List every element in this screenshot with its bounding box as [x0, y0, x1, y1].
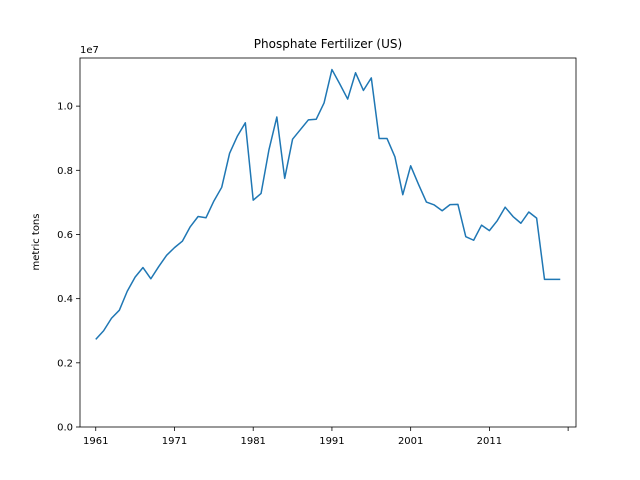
x-tick-label: 1981	[240, 436, 265, 447]
y-axis-label: metric tons	[31, 214, 42, 271]
y-tick-label: 0.4	[57, 294, 73, 305]
chart-title: Phosphate Fertilizer (US)	[254, 37, 402, 51]
y-tick-label: 1.0	[57, 102, 73, 113]
y-tick-label: 0.6	[57, 230, 73, 241]
y-tick-label: 0.0	[57, 423, 73, 434]
x-tick-label: 1971	[162, 436, 187, 447]
plot-frame	[79, 57, 577, 428]
x-tick-label: 1961	[83, 436, 108, 447]
y-tick-label: 0.2	[57, 358, 73, 369]
x-tick-label: 1991	[319, 436, 344, 447]
x-tick-label: 2011	[477, 436, 502, 447]
plot-area: 1961 1971 1981 1991 2001 2011 0.0 0.2 0.4 0.6 0.8 1…	[57, 57, 577, 447]
y-tick-label: 0.8	[57, 166, 73, 177]
y-offset-label: 1e7	[80, 45, 99, 56]
series-line	[95, 68, 561, 340]
x-tick-label: 2001	[398, 436, 423, 447]
